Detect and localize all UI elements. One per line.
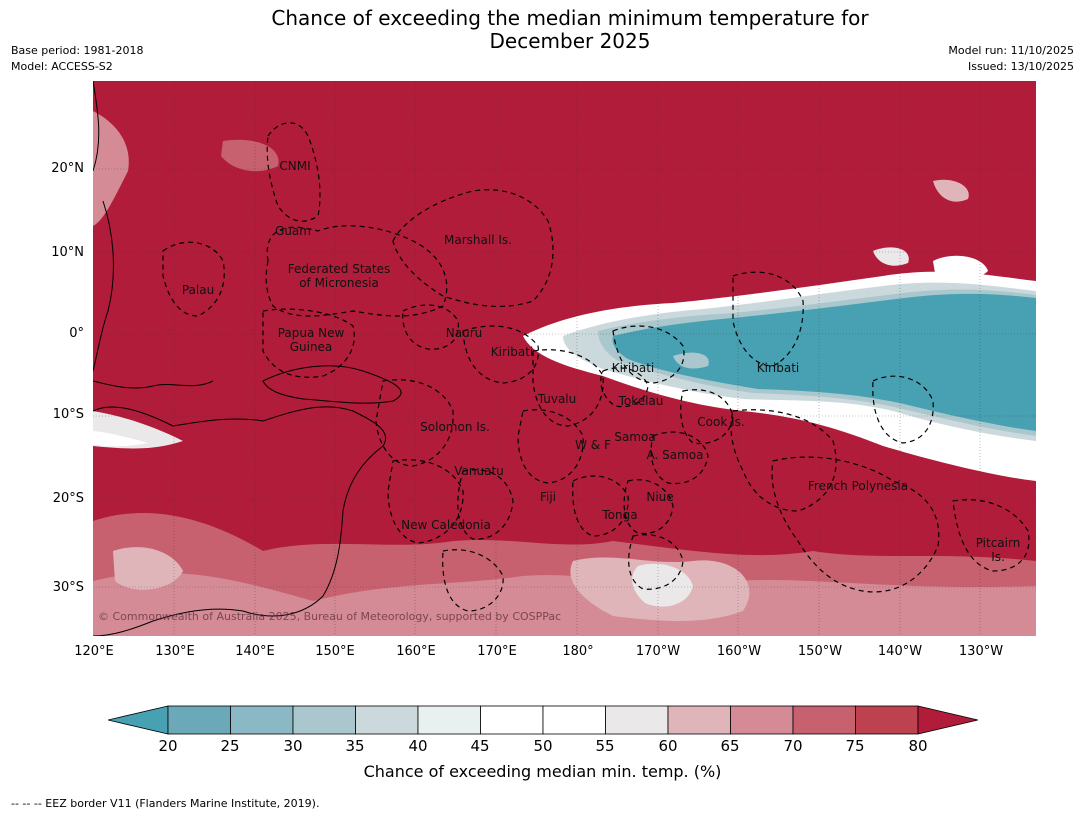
southern-anomaly-patches [93,111,1036,636]
colorbar-segment-45-50 [480,705,544,735]
colorbar-segment-55-60 [605,705,669,735]
label-cnmi: CNMI [279,159,311,173]
model-name: Model: ACCESS-S2 [11,60,113,73]
label-solomon-islands: Solomon Is. [420,420,490,434]
colorbar [108,705,978,735]
eez-footnote: -- -- -- EEZ border V11 (Flanders Marine… [11,797,320,810]
colorbar-segment-35-40 [355,705,419,735]
colorbar-segment-70-75 [792,705,856,735]
colorbar-tick-80: 80 [908,737,928,755]
colorbar-segment-50-55 [542,705,606,735]
forecast-map: CNMI Guam Marshall Is. Federated States … [93,81,1036,636]
label-palau: Palau [181,283,215,297]
label-pitcairn-line-1: Pitcairn [975,536,1021,550]
lon-label-150w: 150°W [797,644,843,659]
colorbar-segment-75-80 [855,705,919,735]
colorbar-tick-70: 70 [783,737,803,755]
colorbar-tick-25: 25 [220,737,240,755]
coastlines [93,81,402,636]
colorbar-tick-40: 40 [408,737,428,755]
lon-label-130w: 130°W [958,644,1004,659]
label-american-samoa: A. Samoa [646,448,704,462]
colorbar-tick-60: 60 [658,737,678,755]
lon-label-130e: 130°E [155,644,195,659]
label-samoa: Samoa [614,430,656,444]
lon-label-170w: 170°W [635,644,681,659]
label-tokelau: Tokelau [618,394,664,408]
label-kiribati-east: Kiribati [756,361,800,375]
label-marshall-islands: Marshall Is. [444,233,512,247]
label-cook-islands: Cook Is. [697,415,745,429]
label-nauru: Nauru [445,326,483,340]
title-line-1: Chance of exceeding the median minimum t… [271,6,869,30]
chart-title: Chance of exceeding the median minimum t… [200,7,940,53]
colorbar-label: Chance of exceeding median min. temp. (%… [363,762,722,781]
label-french-polynesia: French Polynesia [807,479,909,493]
colorbar-high-extend [917,705,978,735]
base-period: Base period: 1981-2018 [11,44,144,57]
lat-label-0: 0° [69,326,84,341]
label-fsm-line-1: Federated States [287,262,391,276]
colorbar-tick-75: 75 [845,737,865,755]
lat-label-20n: 20°N [51,161,84,176]
colorbar-segment-20-25 [167,705,231,735]
colorbar-segment-60-65 [667,705,731,735]
meta-left: Base period: 1981-2018 Model: ACCESS-S2 [11,43,143,75]
colorbar-segment-40-45 [417,705,481,735]
colorbar-segments [108,705,978,735]
colorbar-tick-55: 55 [595,737,615,755]
copyright-notice: © Commonwealth of Australia 2025, Bureau… [98,610,562,623]
lon-label-180: 180° [562,644,594,659]
colorbar-tick-35: 35 [345,737,365,755]
lat-label-10s: 10°S [52,407,84,422]
graticule [93,81,1036,636]
label-kiribati-central: Kiribati [611,361,655,375]
colorbar-segment-30-35 [292,705,356,735]
lat-label-30s: 30°S [52,580,84,595]
colorbar-tick-30: 30 [283,737,303,755]
colorbar-tick-20: 20 [158,737,178,755]
colorbar-tick-65: 65 [720,737,740,755]
colorbar-segment-25-30 [230,705,294,735]
lon-label-160w: 160°W [716,644,762,659]
equatorial-cool-tongue [523,179,1036,481]
colorbar-segment-65-70 [730,705,794,735]
map-canvas [93,81,1036,636]
label-wallis-futuna: W & F [575,438,611,452]
label-tuvalu: Tuvalu [537,392,577,406]
label-tonga: Tonga [602,508,638,522]
label-guam: Guam [275,224,311,238]
label-fsm-line-2: of Micronesia [299,276,379,290]
label-vanuatu: Vanuatu [454,464,504,478]
label-pitcairn-line-2: Is. [991,550,1005,564]
label-png-line-2: Guinea [289,340,333,354]
lat-label-10n: 10°N [51,245,84,260]
title-line-2: December 2025 [489,29,651,53]
colorbar-tick-45: 45 [470,737,490,755]
lon-label-140w: 140°W [877,644,923,659]
label-fiji: Fiji [539,490,557,504]
lon-label-170e: 170°E [477,644,517,659]
label-niue: Niue [646,490,674,504]
model-run: Model run: 11/10/2025 [948,44,1074,57]
issued-date: Issued: 13/10/2025 [967,60,1074,73]
lon-label-160e: 160°E [396,644,436,659]
lon-label-150e: 150°E [315,644,355,659]
meta-right: Model run: 11/10/2025 Issued: 13/10/2025 [948,43,1074,75]
colorbar-tick-50: 50 [533,737,553,755]
lat-label-20s: 20°S [52,491,84,506]
label-png-line-1: Papua New [277,326,345,340]
label-kiribati-west: Kiribati [490,345,534,359]
lon-label-140e: 140°E [235,644,275,659]
eez-borders [162,122,1030,612]
colorbar-low-extend [108,705,169,735]
lon-label-120e: 120°E [74,644,114,659]
label-new-caledonia: New Caledonia [401,518,491,532]
